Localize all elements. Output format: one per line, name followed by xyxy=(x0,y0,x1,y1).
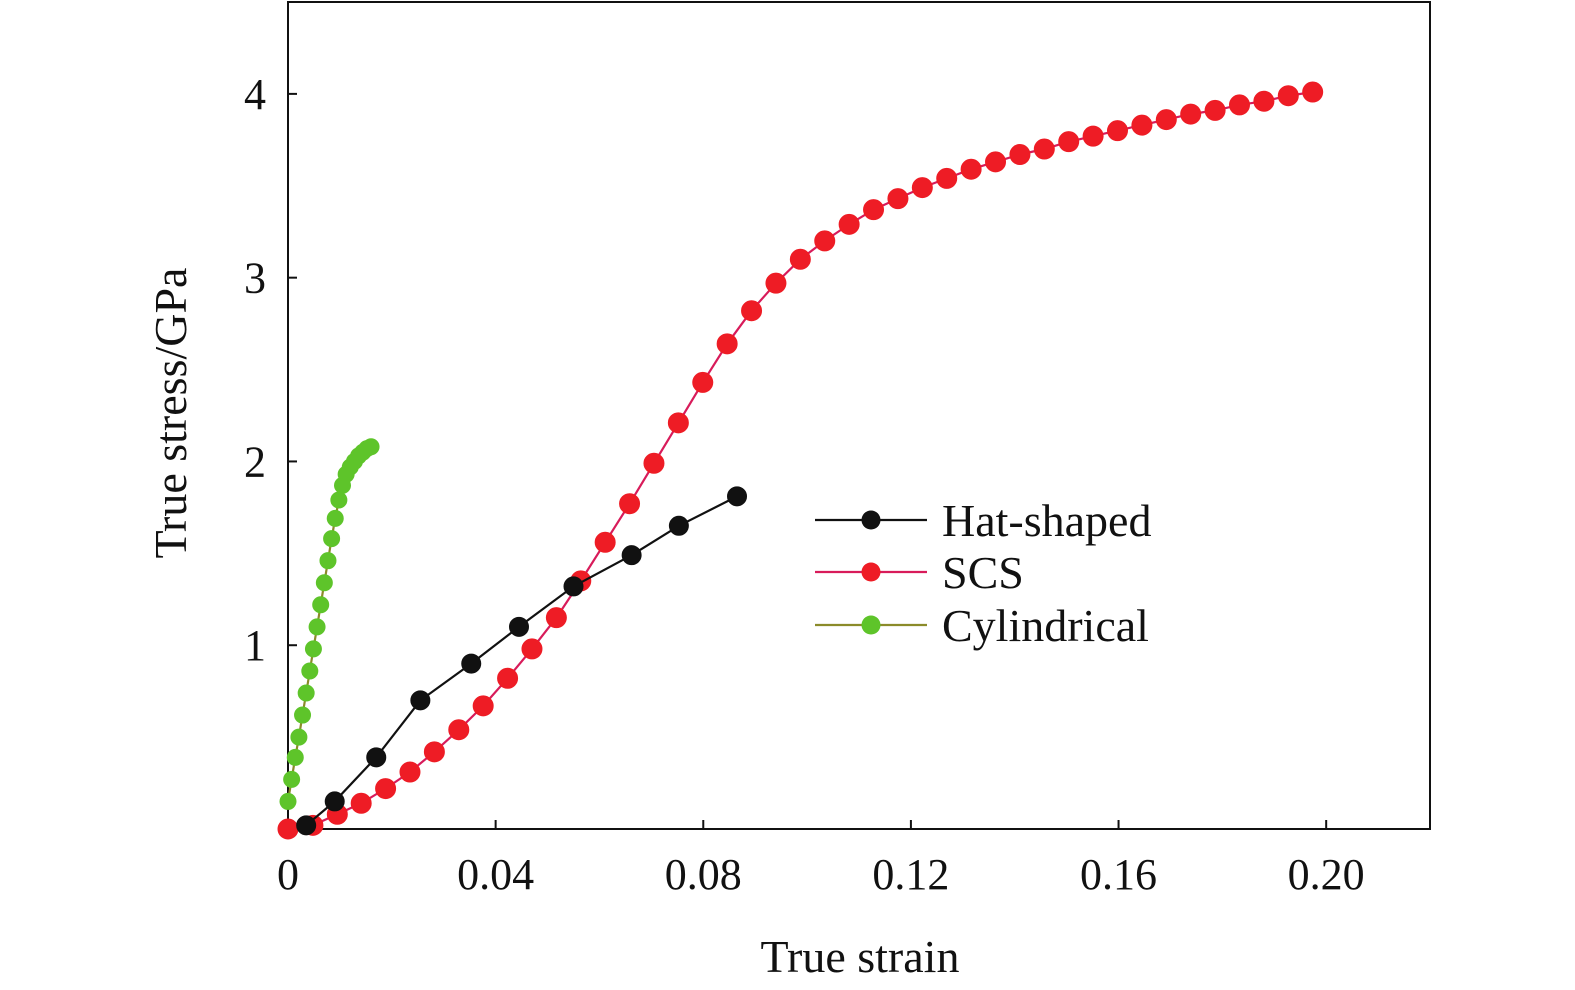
data-point xyxy=(330,491,348,509)
data-point xyxy=(643,452,665,474)
data-point xyxy=(667,412,689,434)
data-point xyxy=(1253,90,1275,112)
legend-marker xyxy=(861,562,881,582)
data-point xyxy=(521,638,543,660)
x-tick-label: 0.20 xyxy=(1288,850,1365,899)
data-point xyxy=(1082,125,1104,147)
data-point xyxy=(619,493,641,515)
data-point xyxy=(621,545,642,566)
y-tick-label: 3 xyxy=(244,254,266,303)
legend-marker xyxy=(861,615,881,635)
series-cylindrical xyxy=(279,438,380,810)
data-point xyxy=(283,770,301,788)
y-tick-label: 1 xyxy=(244,621,266,670)
data-point xyxy=(1033,138,1055,160)
data-point xyxy=(692,371,714,393)
series-line xyxy=(286,445,372,802)
plot-frame xyxy=(287,1,1431,830)
data-point xyxy=(545,607,567,629)
data-point xyxy=(323,530,341,548)
data-point xyxy=(765,272,787,294)
data-point xyxy=(362,438,380,456)
x-tick-label: 0.08 xyxy=(665,850,742,899)
data-point xyxy=(1204,99,1226,121)
data-point xyxy=(294,706,312,724)
data-point xyxy=(497,667,519,689)
data-point xyxy=(399,761,421,783)
y-axis: 1 2 3 4 xyxy=(244,70,297,670)
data-point xyxy=(375,778,397,800)
data-point xyxy=(286,748,304,766)
series-hat-shaped xyxy=(296,486,748,836)
data-point xyxy=(277,818,299,840)
x-axis-title: True strain xyxy=(761,931,960,982)
data-point xyxy=(911,177,933,199)
data-point xyxy=(423,741,445,763)
data-point xyxy=(863,199,885,221)
plot-area xyxy=(277,81,1324,840)
data-point xyxy=(1107,120,1129,142)
data-point xyxy=(563,576,584,597)
data-point xyxy=(960,158,982,180)
data-point xyxy=(741,300,763,322)
data-point xyxy=(410,690,431,711)
data-point xyxy=(1302,81,1324,103)
data-point xyxy=(461,653,482,674)
data-point xyxy=(326,509,344,527)
data-point xyxy=(1180,103,1202,125)
data-point xyxy=(1277,85,1299,107)
data-point xyxy=(594,531,616,553)
data-point xyxy=(366,747,387,768)
data-point xyxy=(297,684,315,702)
data-point xyxy=(668,515,689,536)
data-point xyxy=(814,230,836,252)
data-point xyxy=(1155,109,1177,131)
data-point xyxy=(508,616,529,637)
legend-item: SCS xyxy=(815,547,1024,598)
data-point xyxy=(304,640,322,658)
series-line xyxy=(287,91,1313,831)
data-point xyxy=(312,596,330,614)
data-point xyxy=(296,815,317,836)
x-axis: 0 0.04 0.08 0.12 0.16 0.20 xyxy=(277,820,1365,899)
data-point xyxy=(308,618,326,636)
data-point xyxy=(290,728,308,746)
legend-label: SCS xyxy=(942,547,1024,598)
data-point xyxy=(936,167,958,189)
data-point xyxy=(472,695,494,717)
x-tick-label: 0.16 xyxy=(1080,850,1157,899)
data-point xyxy=(1131,114,1153,136)
data-point xyxy=(350,792,372,814)
y-axis-title: True stress/GPa xyxy=(145,268,196,559)
data-point xyxy=(887,188,909,210)
data-point xyxy=(985,151,1007,173)
data-point xyxy=(1228,94,1250,116)
legend-item: Hat-shaped xyxy=(815,495,1151,546)
data-point xyxy=(1009,144,1031,166)
series-scs xyxy=(277,81,1324,840)
x-tick-label: 0 xyxy=(277,850,299,899)
data-point xyxy=(279,792,297,810)
legend-marker xyxy=(861,510,881,530)
data-point xyxy=(301,662,319,680)
y-tick-label: 4 xyxy=(244,70,266,119)
data-point xyxy=(1058,131,1080,153)
legend-label: Hat-shaped xyxy=(942,495,1151,546)
data-point xyxy=(727,486,748,507)
x-tick-label: 0.12 xyxy=(872,850,949,899)
data-point xyxy=(324,791,345,812)
series-line xyxy=(305,495,738,827)
x-tick-label: 0.04 xyxy=(457,850,534,899)
data-point xyxy=(315,574,333,592)
legend-label: Cylindrical xyxy=(942,600,1149,651)
data-point xyxy=(319,552,337,570)
data-point xyxy=(716,333,738,355)
data-point xyxy=(448,719,470,741)
legend-item: Cylindrical xyxy=(815,600,1149,651)
y-tick-label: 2 xyxy=(244,437,266,486)
data-point xyxy=(838,213,860,235)
data-point xyxy=(789,248,811,270)
